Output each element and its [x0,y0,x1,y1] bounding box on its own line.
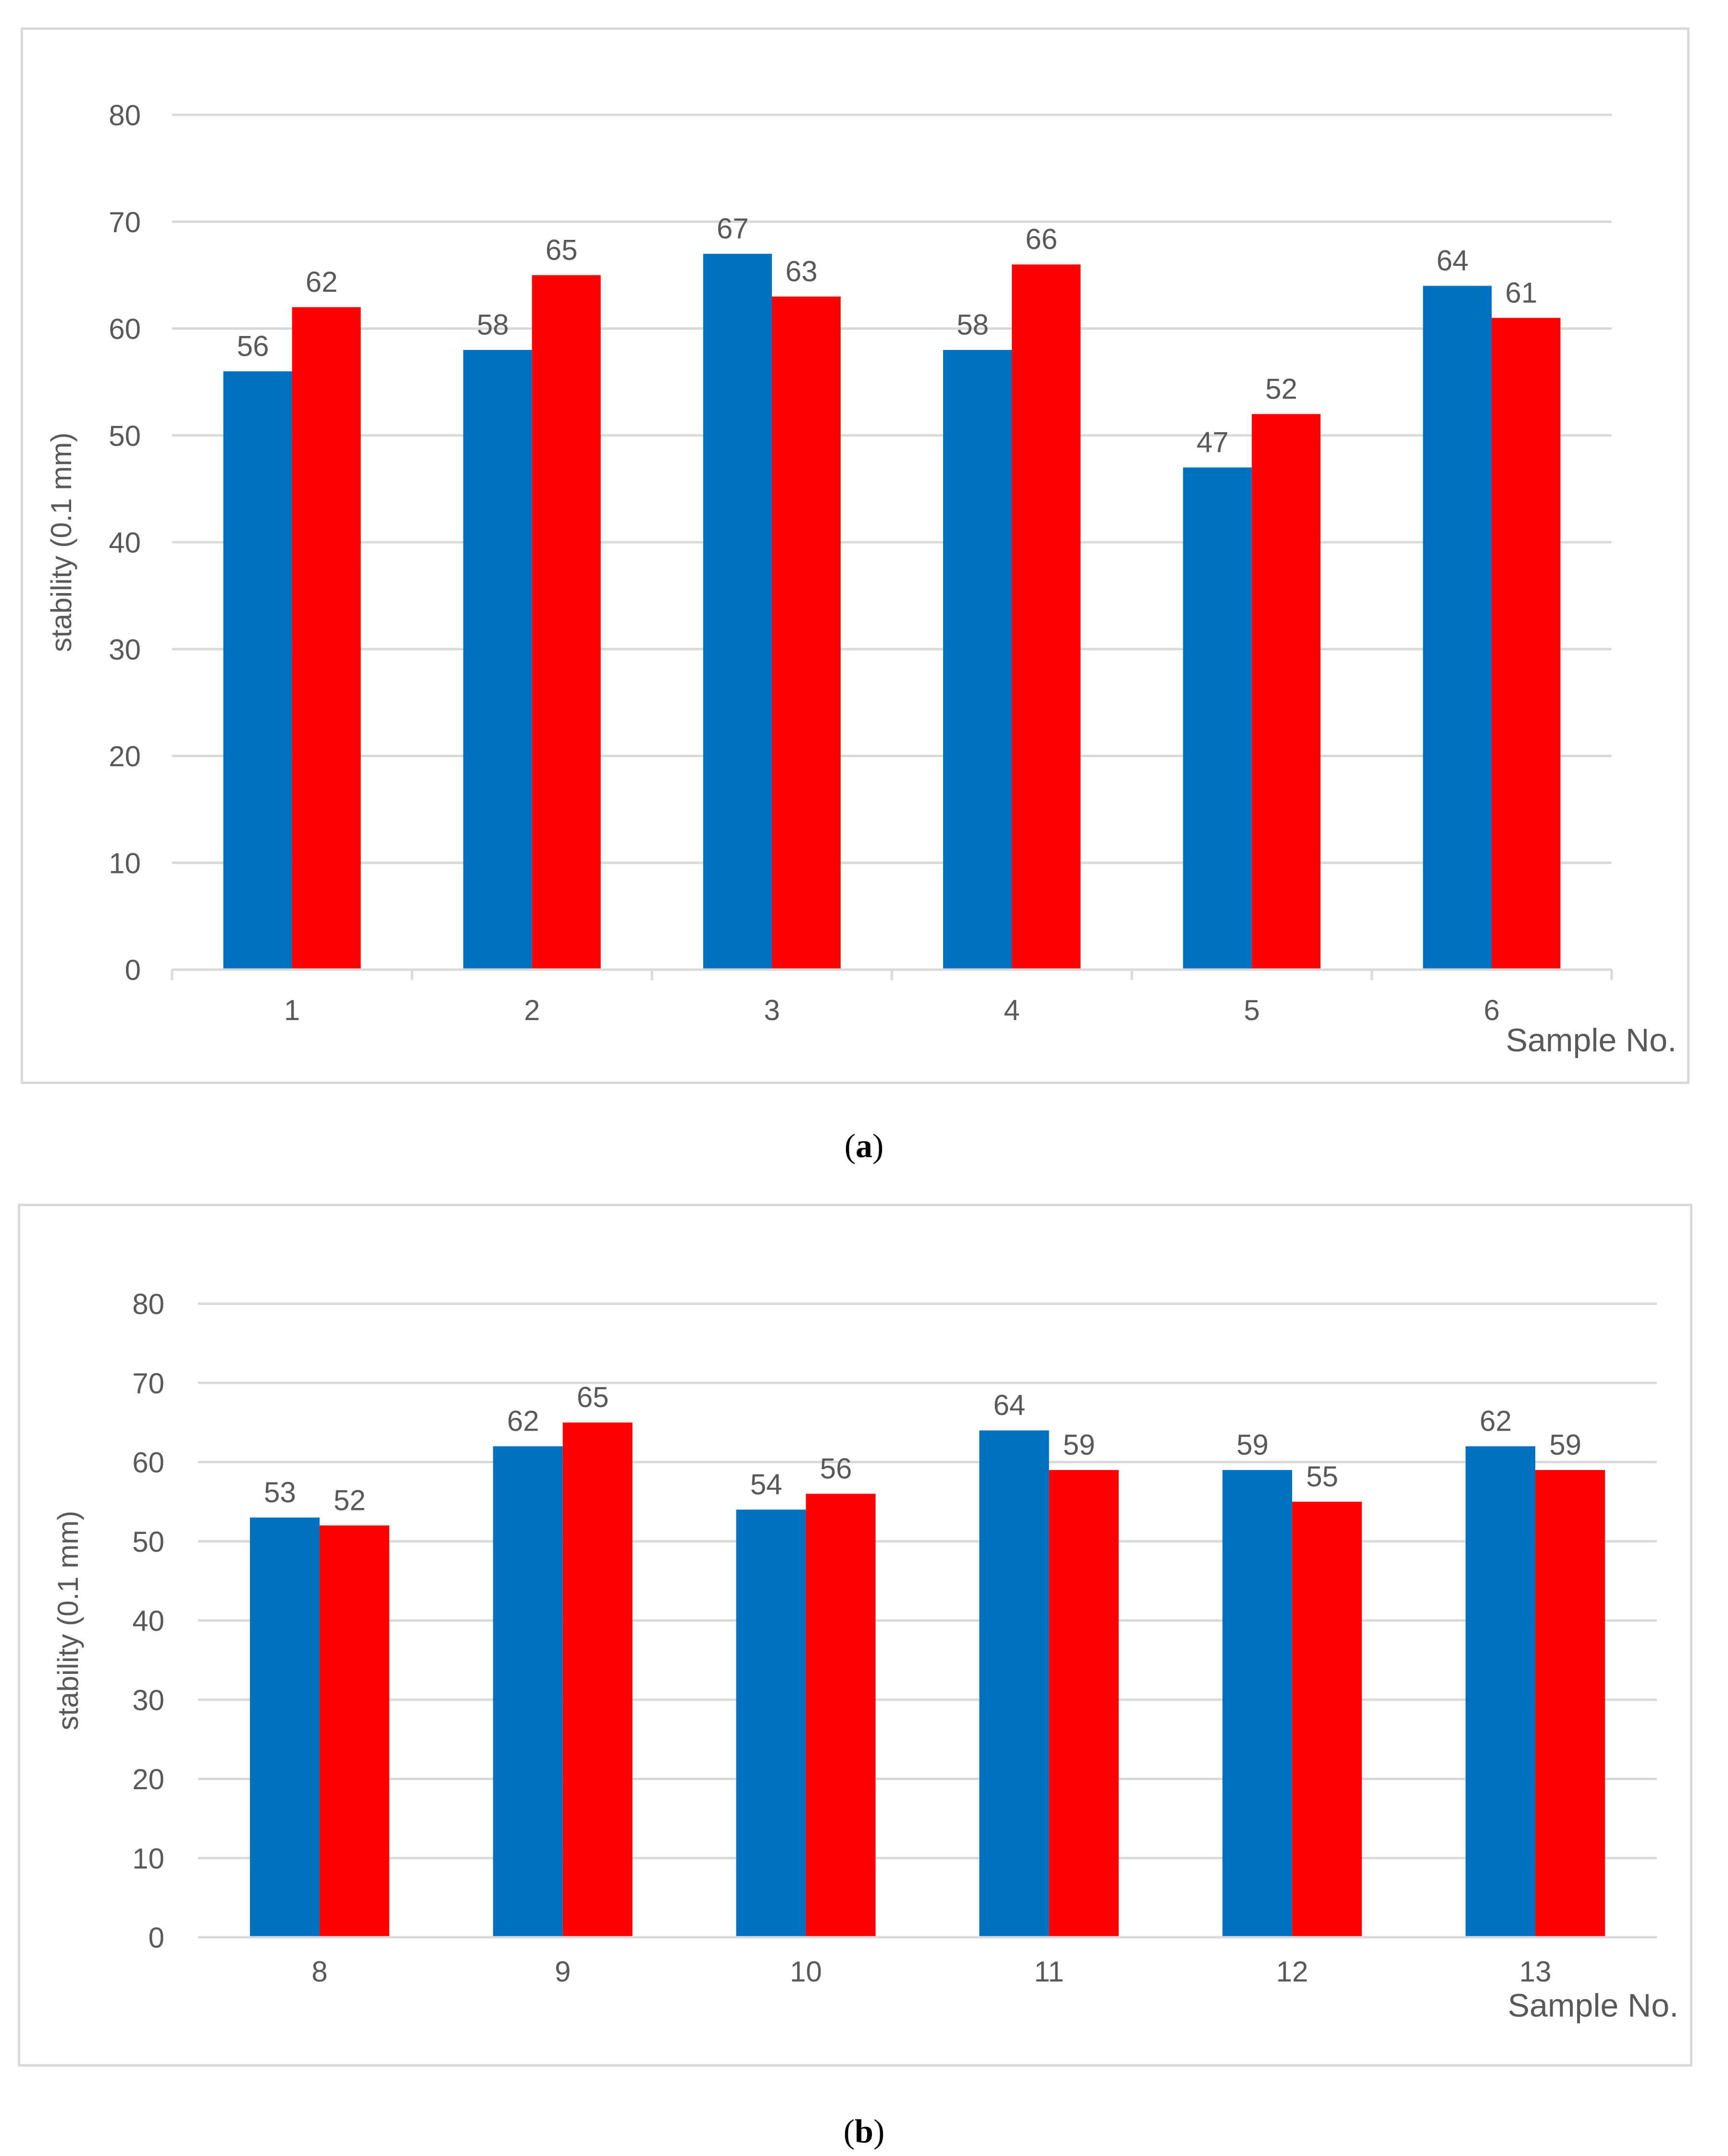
y-axis-title-b: stability (0.1 mm) [52,1511,84,1731]
caption-a: (a) [844,1128,884,1165]
x-tick-label-b: 12 [1276,1956,1308,1988]
bar-a-6-series-1 [1423,286,1492,970]
data-label-a-2-series-2: 65 [546,234,578,266]
x-tick-label-a: 1 [284,994,300,1026]
bar-b-11-series-1 [979,1430,1049,1937]
bar-a-6-series-2 [1492,318,1561,970]
data-label-b-10-series-2: 56 [820,1452,852,1484]
x-tick-label-b: 13 [1519,1956,1552,1988]
bar-b-8-series-1 [249,1517,320,1937]
data-label-a-5-series-1: 47 [1196,426,1229,458]
y-tick-label-b: 50 [132,1526,164,1558]
y-tick-label-b: 30 [132,1684,164,1716]
x-tick-label-b: 10 [790,1956,822,1988]
y-tick-label-b: 0 [149,1922,164,1954]
data-label-a-3-series-1: 67 [717,212,749,245]
x-tick-label-a: 3 [764,994,780,1026]
data-label-a-6-series-1: 64 [1437,245,1469,277]
chart-panel-b: 0 10 20 30 40 50 60 70 80 53 52 8 62 65 9 54 56 10 64 59 11 5… [18,1204,1692,2067]
data-label-b-12-series-2: 55 [1306,1460,1338,1493]
bar-b-10-series-1 [736,1509,806,1937]
bar-a-1-series-2 [292,307,361,970]
y-tick-label-b: 80 [132,1288,164,1321]
data-label-b-11-series-1: 64 [994,1389,1026,1421]
x-tick-label-b: 8 [311,1956,327,1988]
data-label-a-4-series-2: 66 [1025,223,1057,255]
y-tick-label-a: 10 [109,847,141,879]
bar-b-12-series-2 [1292,1501,1362,1937]
y-tick-label-a: 70 [109,206,141,238]
data-label-a-3-series-2: 63 [785,255,818,287]
x-axis-title-a: Sample No. [1506,1022,1677,1059]
data-label-b-13-series-2: 59 [1549,1429,1581,1461]
caption-b: (b) [843,2113,885,2150]
bar-b-9-series-1 [493,1446,563,1937]
bar-a-3-series-1 [703,253,772,970]
bar-b-10-series-2 [806,1494,876,1937]
data-label-b-8-series-2: 52 [334,1484,366,1516]
bar-b-11-series-2 [1049,1470,1119,1937]
chart-panel-a: 0 10 20 30 40 50 60 70 80 56 62 1 58 65 2 67 63 3 58 66 4 47 5… [21,27,1690,1084]
data-label-a-1-series-2: 62 [306,266,338,298]
y-tick-label-a: 20 [109,740,141,773]
data-label-b-8-series-1: 53 [264,1476,296,1508]
y-axis-title-a: stability (0.1 mm) [45,433,77,652]
bar-b-9-series-2 [562,1422,633,1937]
x-axis-title-b: Sample No. [1508,1987,1678,2024]
y-tick-label-b: 60 [132,1446,164,1479]
x-tick-label-a: 5 [1244,994,1260,1026]
bar-a-4-series-1 [943,349,1012,970]
y-tick-label-a: 50 [109,420,141,452]
bar-a-5-series-1 [1183,467,1252,970]
y-tick-label-b: 70 [132,1367,164,1399]
y-tick-label-a: 40 [109,527,141,559]
data-label-a-5-series-2: 52 [1265,373,1297,405]
x-tick-label-b: 11 [1034,1956,1064,1988]
x-tick-label-b: 9 [555,1956,571,1988]
bar-b-12-series-1 [1222,1470,1293,1937]
caption-b-letter: b [855,2113,873,2150]
bar-b-13-series-2 [1535,1470,1605,1937]
data-label-b-13-series-1: 62 [1479,1405,1512,1437]
y-tick-label-a: 0 [125,954,141,986]
bar-a-5-series-2 [1252,414,1321,970]
y-tick-label-b: 40 [132,1605,164,1637]
y-tick-label-b: 20 [132,1763,164,1795]
bar-b-8-series-2 [319,1525,389,1937]
data-label-a-1-series-1: 56 [237,330,269,362]
data-label-b-12-series-1: 59 [1236,1429,1268,1461]
y-tick-label-a: 30 [109,634,141,666]
bar-a-1-series-1 [223,371,292,970]
bar-a-2-series-1 [463,349,532,970]
bar-a-4-series-2 [1012,264,1081,970]
bar-a-2-series-2 [532,275,601,970]
chart-a-svg: 0102030405060708056621586526763358664475… [45,100,1677,1059]
caption-a-letter: a [856,1128,872,1165]
x-tick-label-a: 4 [1004,994,1019,1026]
y-tick-label-b: 10 [132,1843,164,1875]
data-label-b-9-series-1: 62 [507,1405,539,1437]
y-tick-label-a: 80 [109,100,141,132]
y-tick-label-a: 60 [109,313,141,345]
x-tick-label-a: 2 [524,994,540,1026]
data-label-b-10-series-1: 54 [750,1468,783,1500]
bar-a-3-series-2 [771,296,841,970]
data-label-b-11-series-2: 59 [1063,1429,1095,1461]
x-tick-label-a: 6 [1484,994,1500,1026]
data-label-a-2-series-1: 58 [477,309,509,341]
data-label-b-9-series-2: 65 [577,1381,609,1413]
chart-b-svg: 0 10 20 30 40 50 60 70 80 53 52 8 62 65 9 54 56 10 64 59 11 5… [52,1288,1678,2024]
data-label-a-6-series-2: 61 [1505,276,1538,309]
bar-b-13-series-1 [1466,1446,1536,1937]
data-label-a-4-series-1: 58 [957,309,989,341]
